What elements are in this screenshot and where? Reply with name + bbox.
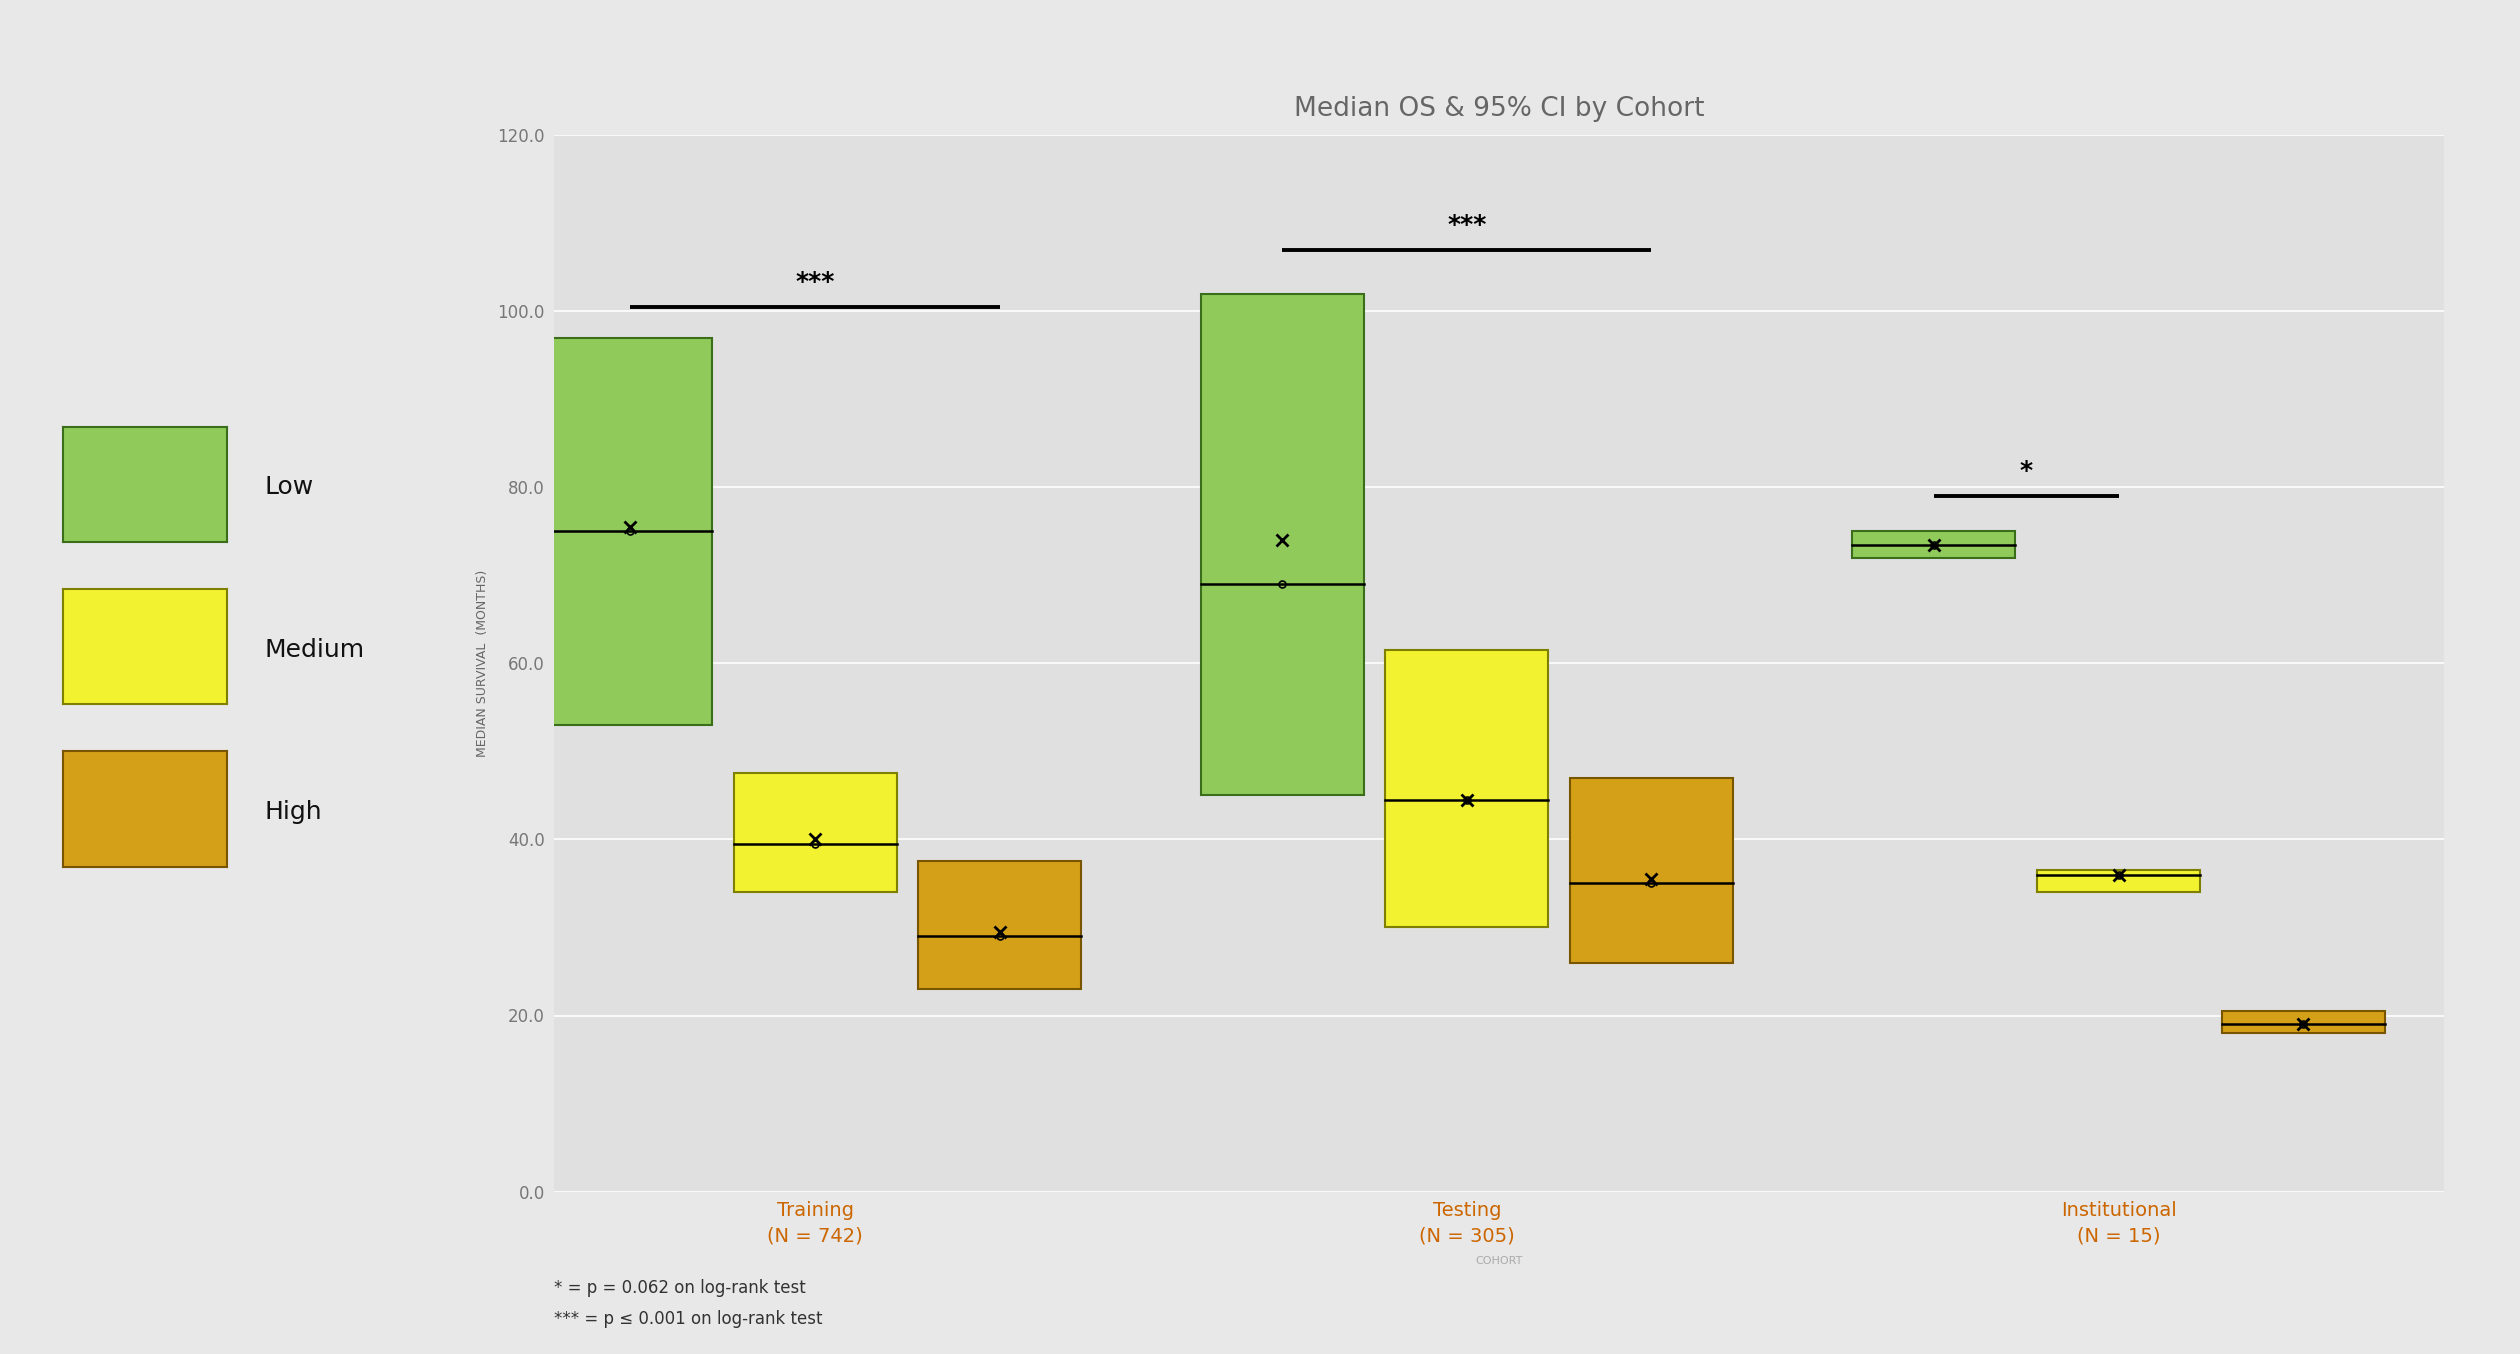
Bar [1386, 650, 1547, 927]
Bar [2036, 871, 2200, 892]
Bar [917, 861, 1081, 988]
Title: Median OS & 95% CI by Cohort: Median OS & 95% CI by Cohort [1295, 96, 1704, 122]
Bar [549, 337, 711, 726]
Bar [2223, 1011, 2384, 1033]
Y-axis label: MEDIAN SURVIVAL  (MONTHS): MEDIAN SURVIVAL (MONTHS) [476, 570, 489, 757]
Bar [1852, 531, 2016, 558]
Text: *** = p ≤ 0.001 on log-rank test: *** = p ≤ 0.001 on log-rank test [554, 1311, 824, 1328]
Text: ***: *** [1446, 213, 1487, 237]
Text: ***: *** [796, 269, 834, 294]
Text: High: High [265, 800, 323, 825]
Bar [733, 773, 897, 892]
Bar [1570, 777, 1734, 963]
Text: Medium: Medium [265, 638, 365, 662]
Bar [1200, 294, 1363, 795]
Text: *: * [2019, 459, 2034, 483]
X-axis label: COHORT: COHORT [1477, 1257, 1522, 1266]
Text: Low: Low [265, 475, 315, 500]
Text: * = p = 0.062 on log-rank test: * = p = 0.062 on log-rank test [554, 1280, 806, 1297]
